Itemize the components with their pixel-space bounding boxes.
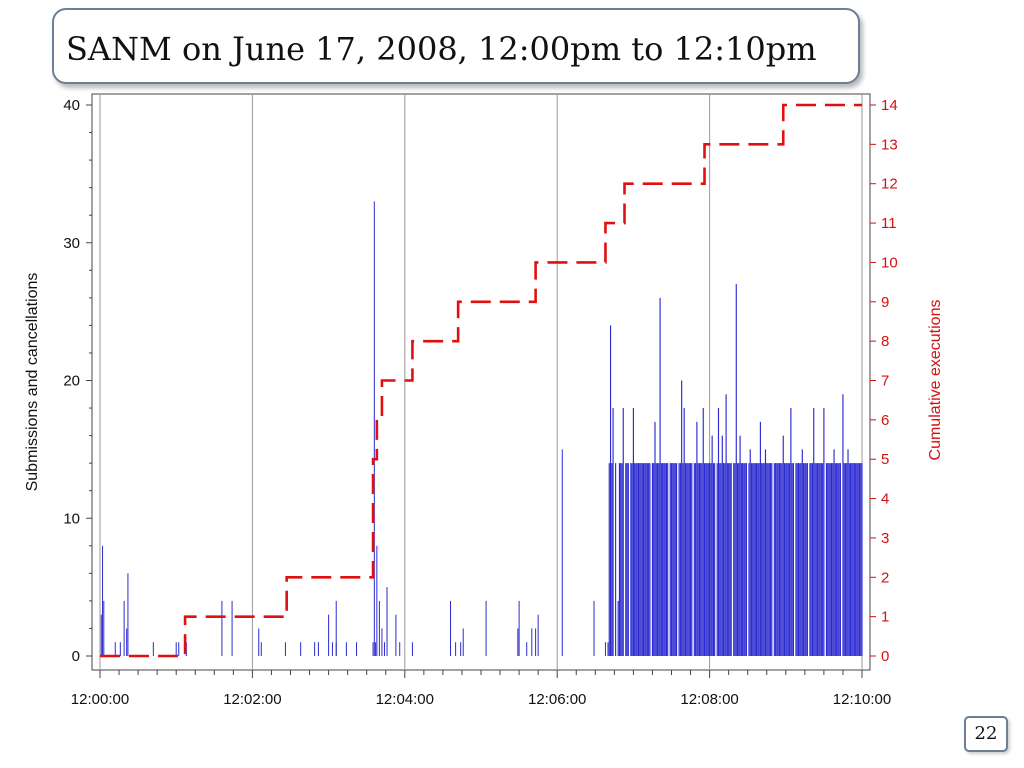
y2-tick-label: 14 xyxy=(881,97,898,114)
x-tick-label: 12:10:00 xyxy=(833,691,891,708)
y-tick-label: 30 xyxy=(63,235,80,252)
y-tick-label: 0 xyxy=(72,648,80,665)
y2-tick-label: 10 xyxy=(881,254,898,271)
bar-series xyxy=(100,201,863,656)
y2-axis-label: Cumulative executions xyxy=(927,300,944,461)
y2-tick-label: 9 xyxy=(881,294,889,311)
cumulative-executions-line xyxy=(100,103,862,658)
x-tick-label: 12:00:00 xyxy=(71,691,129,708)
y2-tick-label: 11 xyxy=(881,215,897,232)
page-number: 22 xyxy=(964,716,1008,752)
y2-tick-label: 7 xyxy=(881,373,889,390)
y2-tick-label: 1 xyxy=(881,609,889,626)
y-axis-label: Submissions and cancellations xyxy=(24,273,41,492)
y2-tick-label: 8 xyxy=(881,333,889,350)
x-tick-label: 12:04:00 xyxy=(376,691,434,708)
y2-tick-label: 4 xyxy=(881,491,889,508)
y2-tick-label: 3 xyxy=(881,530,889,547)
y-tick-label: 20 xyxy=(63,373,80,390)
y2-tick-label: 6 xyxy=(881,412,889,429)
title-box: SANM on June 17, 2008, 12:00pm to 12:10p… xyxy=(52,8,860,84)
x-tick-label: 12:02:00 xyxy=(223,691,281,708)
x-tick-label: 12:08:00 xyxy=(680,691,738,708)
y2-tick-label: 12 xyxy=(881,176,898,193)
y2-tick-label: 13 xyxy=(881,136,898,153)
x-tick-label: 12:06:00 xyxy=(528,691,586,708)
y2-tick-label: 0 xyxy=(881,648,889,665)
y2-tick-label: 2 xyxy=(881,569,889,586)
y-tick-label: 40 xyxy=(63,97,80,114)
slide-title: SANM on June 17, 2008, 12:00pm to 12:10p… xyxy=(66,30,817,68)
y-tick-label: 10 xyxy=(63,510,80,527)
y2-tick-label: 5 xyxy=(881,451,889,468)
